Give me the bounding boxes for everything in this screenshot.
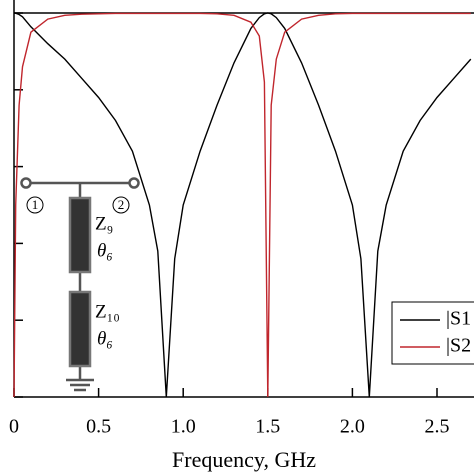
x-tick-label: 1.5 — [255, 416, 280, 438]
x-tick-label: 0 — [9, 416, 19, 438]
series-line — [13, 12, 471, 398]
stub-segment — [68, 290, 92, 368]
angle-label: θ₆ — [97, 240, 113, 261]
x-tick-label: 0.5 — [86, 416, 111, 438]
circuit-inset — [20, 177, 140, 392]
x-axis-title: Frequency, GHz — [172, 447, 316, 472]
x-tick-label: 1.0 — [171, 416, 196, 438]
legend-label: |S1 — [446, 308, 471, 330]
legend — [391, 301, 474, 365]
port-circle — [26, 196, 44, 214]
angle-label: θ₆ — [97, 328, 113, 349]
legend-label: |S2 — [446, 335, 471, 357]
port-circle — [112, 196, 130, 214]
port — [128, 177, 140, 189]
series-line — [13, 12, 472, 398]
stub-segment — [68, 196, 92, 274]
x-tick-label: 2.5 — [425, 416, 450, 438]
x-tick-label: 2.0 — [340, 416, 365, 438]
port — [20, 177, 32, 189]
impedance-label: Z₉ — [95, 213, 113, 234]
port-label: 1 — [32, 197, 39, 212]
impedance-label: Z₁₀ — [95, 301, 120, 322]
port-label: 2 — [118, 197, 125, 212]
